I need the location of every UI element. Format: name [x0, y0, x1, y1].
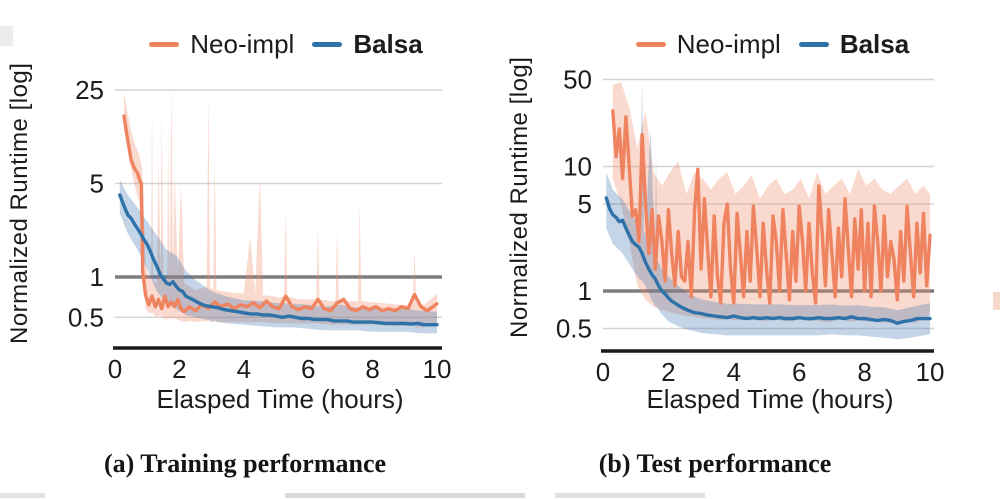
x-tick-label: 6 — [301, 354, 315, 384]
neo-impl-line — [611, 109, 932, 305]
subfigure-caption-a: (a) Training performance — [103, 449, 387, 478]
x-tick-label: 2 — [661, 357, 675, 387]
legend-label-neo-impl: Neo-impl — [190, 29, 295, 59]
legend: Neo-impl Balsa — [605, 29, 940, 60]
balsa-confidence-band — [606, 81, 930, 340]
balsa-line-swatch — [312, 42, 343, 47]
y-axis-label: Normalized Runtime [log] — [6, 62, 33, 344]
x-tick-label: 2 — [172, 354, 186, 384]
legend-label-balsa: Balsa — [839, 29, 910, 59]
y-tick-label: 10 — [563, 152, 592, 182]
x-tick-label: 6 — [792, 357, 806, 387]
training-plot: 25 5 1 0.50 2 4 6 8 10 — [68, 75, 452, 384]
y-tick-label: 25 — [75, 75, 104, 105]
legend-item-balsa: Balsa — [798, 29, 910, 60]
balsa-line-swatch — [798, 42, 829, 47]
y-axis-label: Normalized Runtime [log] — [506, 56, 533, 338]
neo-impl-line — [122, 114, 439, 314]
training-chart-panel: Normalized Runtime [log] Neo-impl Balsa … — [6, 29, 452, 478]
legend-label-balsa: Balsa — [353, 29, 423, 59]
y-tick-label: 1 — [578, 276, 592, 306]
test-chart-panel: Normalized Runtime [log] Neo-impl Balsa … — [490, 0, 990, 499]
test-plot: 50 10 5 1 0.50 2 4 6 8 10 — [556, 65, 945, 388]
y-tick-label: 0.5 — [556, 314, 592, 344]
x-tick-label: 8 — [365, 354, 379, 384]
x-axis-label: Elasped Time (hours) — [156, 384, 404, 414]
legend-item-neo-impl: Neo-impl — [149, 29, 294, 60]
legend-item-neo-impl: Neo-impl — [635, 29, 781, 60]
neo-impl-line-swatch — [149, 42, 180, 47]
x-tick-label: 4 — [237, 354, 251, 384]
x-tick-label: 0 — [596, 357, 610, 387]
legend-item-balsa: Balsa — [312, 29, 423, 60]
y-tick-label: 1 — [90, 262, 104, 292]
neo-impl-line-swatch — [635, 42, 666, 47]
crop-artifact-right-edge — [993, 292, 1000, 310]
neo-impl-confidence-band — [124, 83, 437, 328]
x-tick-label: 4 — [727, 357, 741, 387]
legend-label-neo-impl: Neo-impl — [676, 29, 781, 59]
balsa-confidence-band — [119, 180, 438, 334]
x-tick-label: 10 — [423, 354, 452, 384]
y-tick-label: 50 — [563, 65, 592, 95]
x-tick-label: 8 — [857, 357, 871, 387]
balsa-line — [604, 196, 932, 325]
legend: Neo-impl Balsa — [120, 29, 452, 60]
balsa-line — [118, 193, 439, 327]
y-tick-label: 5 — [578, 189, 592, 219]
x-axis-label: Elasped Time (hours) — [646, 384, 894, 414]
y-tick-label: 5 — [90, 169, 104, 199]
y-tick-label: 0.5 — [68, 302, 104, 332]
x-tick-label: 0 — [108, 354, 122, 384]
subfigure-caption-b: (b) Test performance — [598, 449, 832, 478]
x-tick-label: 10 — [916, 357, 945, 387]
